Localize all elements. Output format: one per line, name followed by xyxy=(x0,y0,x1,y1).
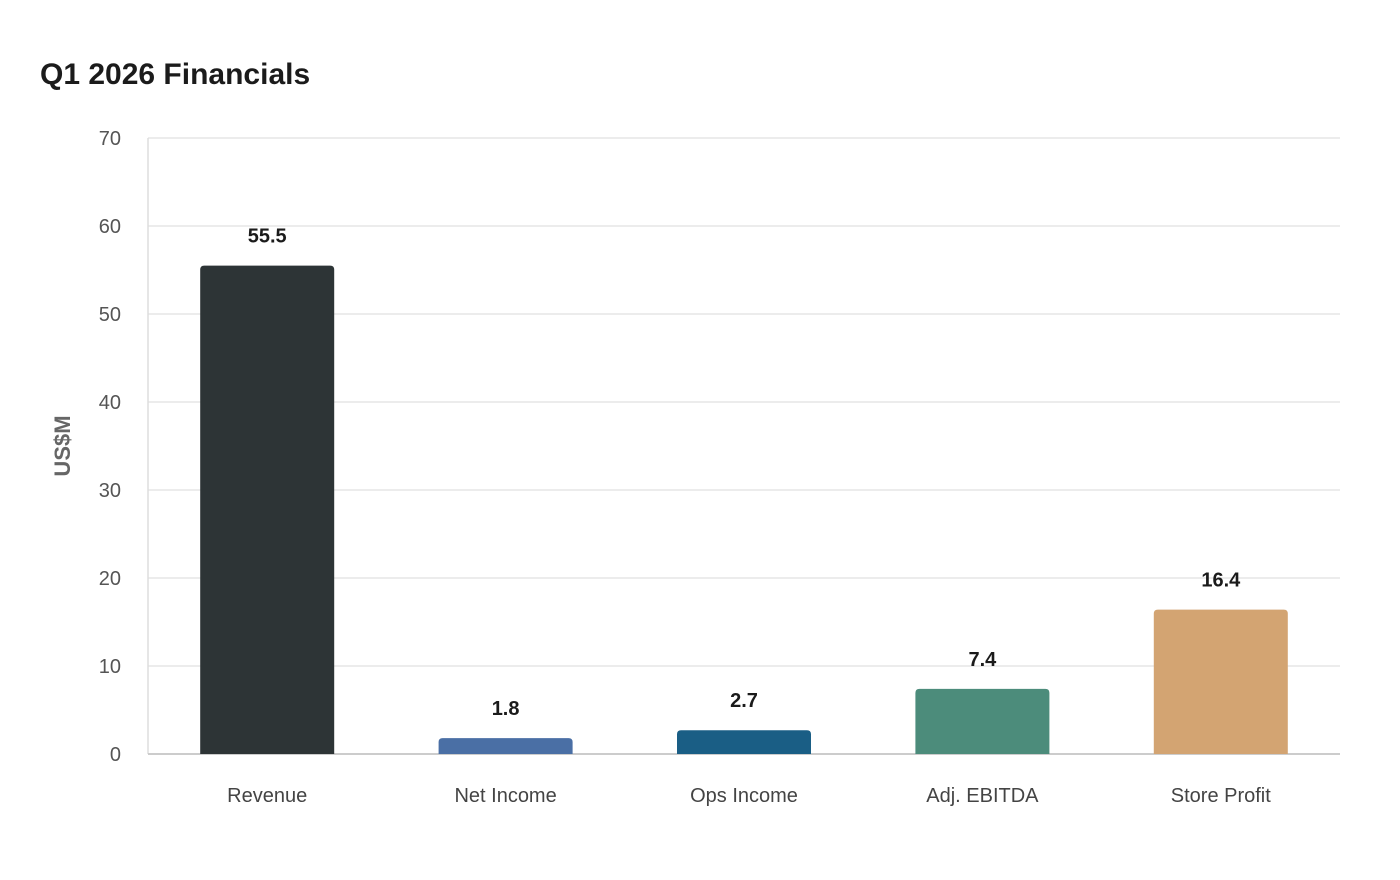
value-label: 7.4 xyxy=(968,649,997,671)
y-tick-label: 20 xyxy=(99,568,121,590)
category-label: Net Income xyxy=(454,785,556,807)
bar-revenue xyxy=(200,265,335,754)
value-label: 1.8 xyxy=(492,698,520,720)
y-tick-labels: 0 10 20 30 40 50 60 70 xyxy=(99,128,121,766)
y-tick-label: 50 xyxy=(99,304,121,326)
bar-net-income xyxy=(438,738,573,754)
value-labels: 55.5 1.8 2.7 7.4 16.4 xyxy=(248,226,1241,721)
y-tick-label: 40 xyxy=(99,392,121,414)
y-tick-label: 30 xyxy=(99,480,121,502)
bar-store-profit xyxy=(1153,609,1288,754)
grid-lines xyxy=(148,137,1340,667)
category-labels: Revenue Net Income Ops Income Adj. EBITDA St… xyxy=(227,785,1271,807)
value-label: 55.5 xyxy=(248,226,287,248)
y-tick-label: 60 xyxy=(99,216,121,238)
y-tick-label: 70 xyxy=(99,128,121,150)
value-label: 2.7 xyxy=(730,690,758,712)
bars xyxy=(200,265,1288,754)
value-label: 16.4 xyxy=(1201,570,1241,592)
y-axis-title: US$M xyxy=(50,415,75,476)
y-tick-label: 10 xyxy=(99,656,121,678)
category-label: Ops Income xyxy=(690,785,798,807)
bar-ops-income xyxy=(677,730,811,754)
bar-adj-ebitda xyxy=(915,688,1050,754)
category-label: Adj. EBITDA xyxy=(926,785,1039,807)
category-label: Store Profit xyxy=(1171,785,1271,807)
chart-title: Q1 2026 Financials xyxy=(40,58,311,91)
y-tick-label: 0 xyxy=(110,744,121,766)
category-label: Revenue xyxy=(227,785,307,807)
